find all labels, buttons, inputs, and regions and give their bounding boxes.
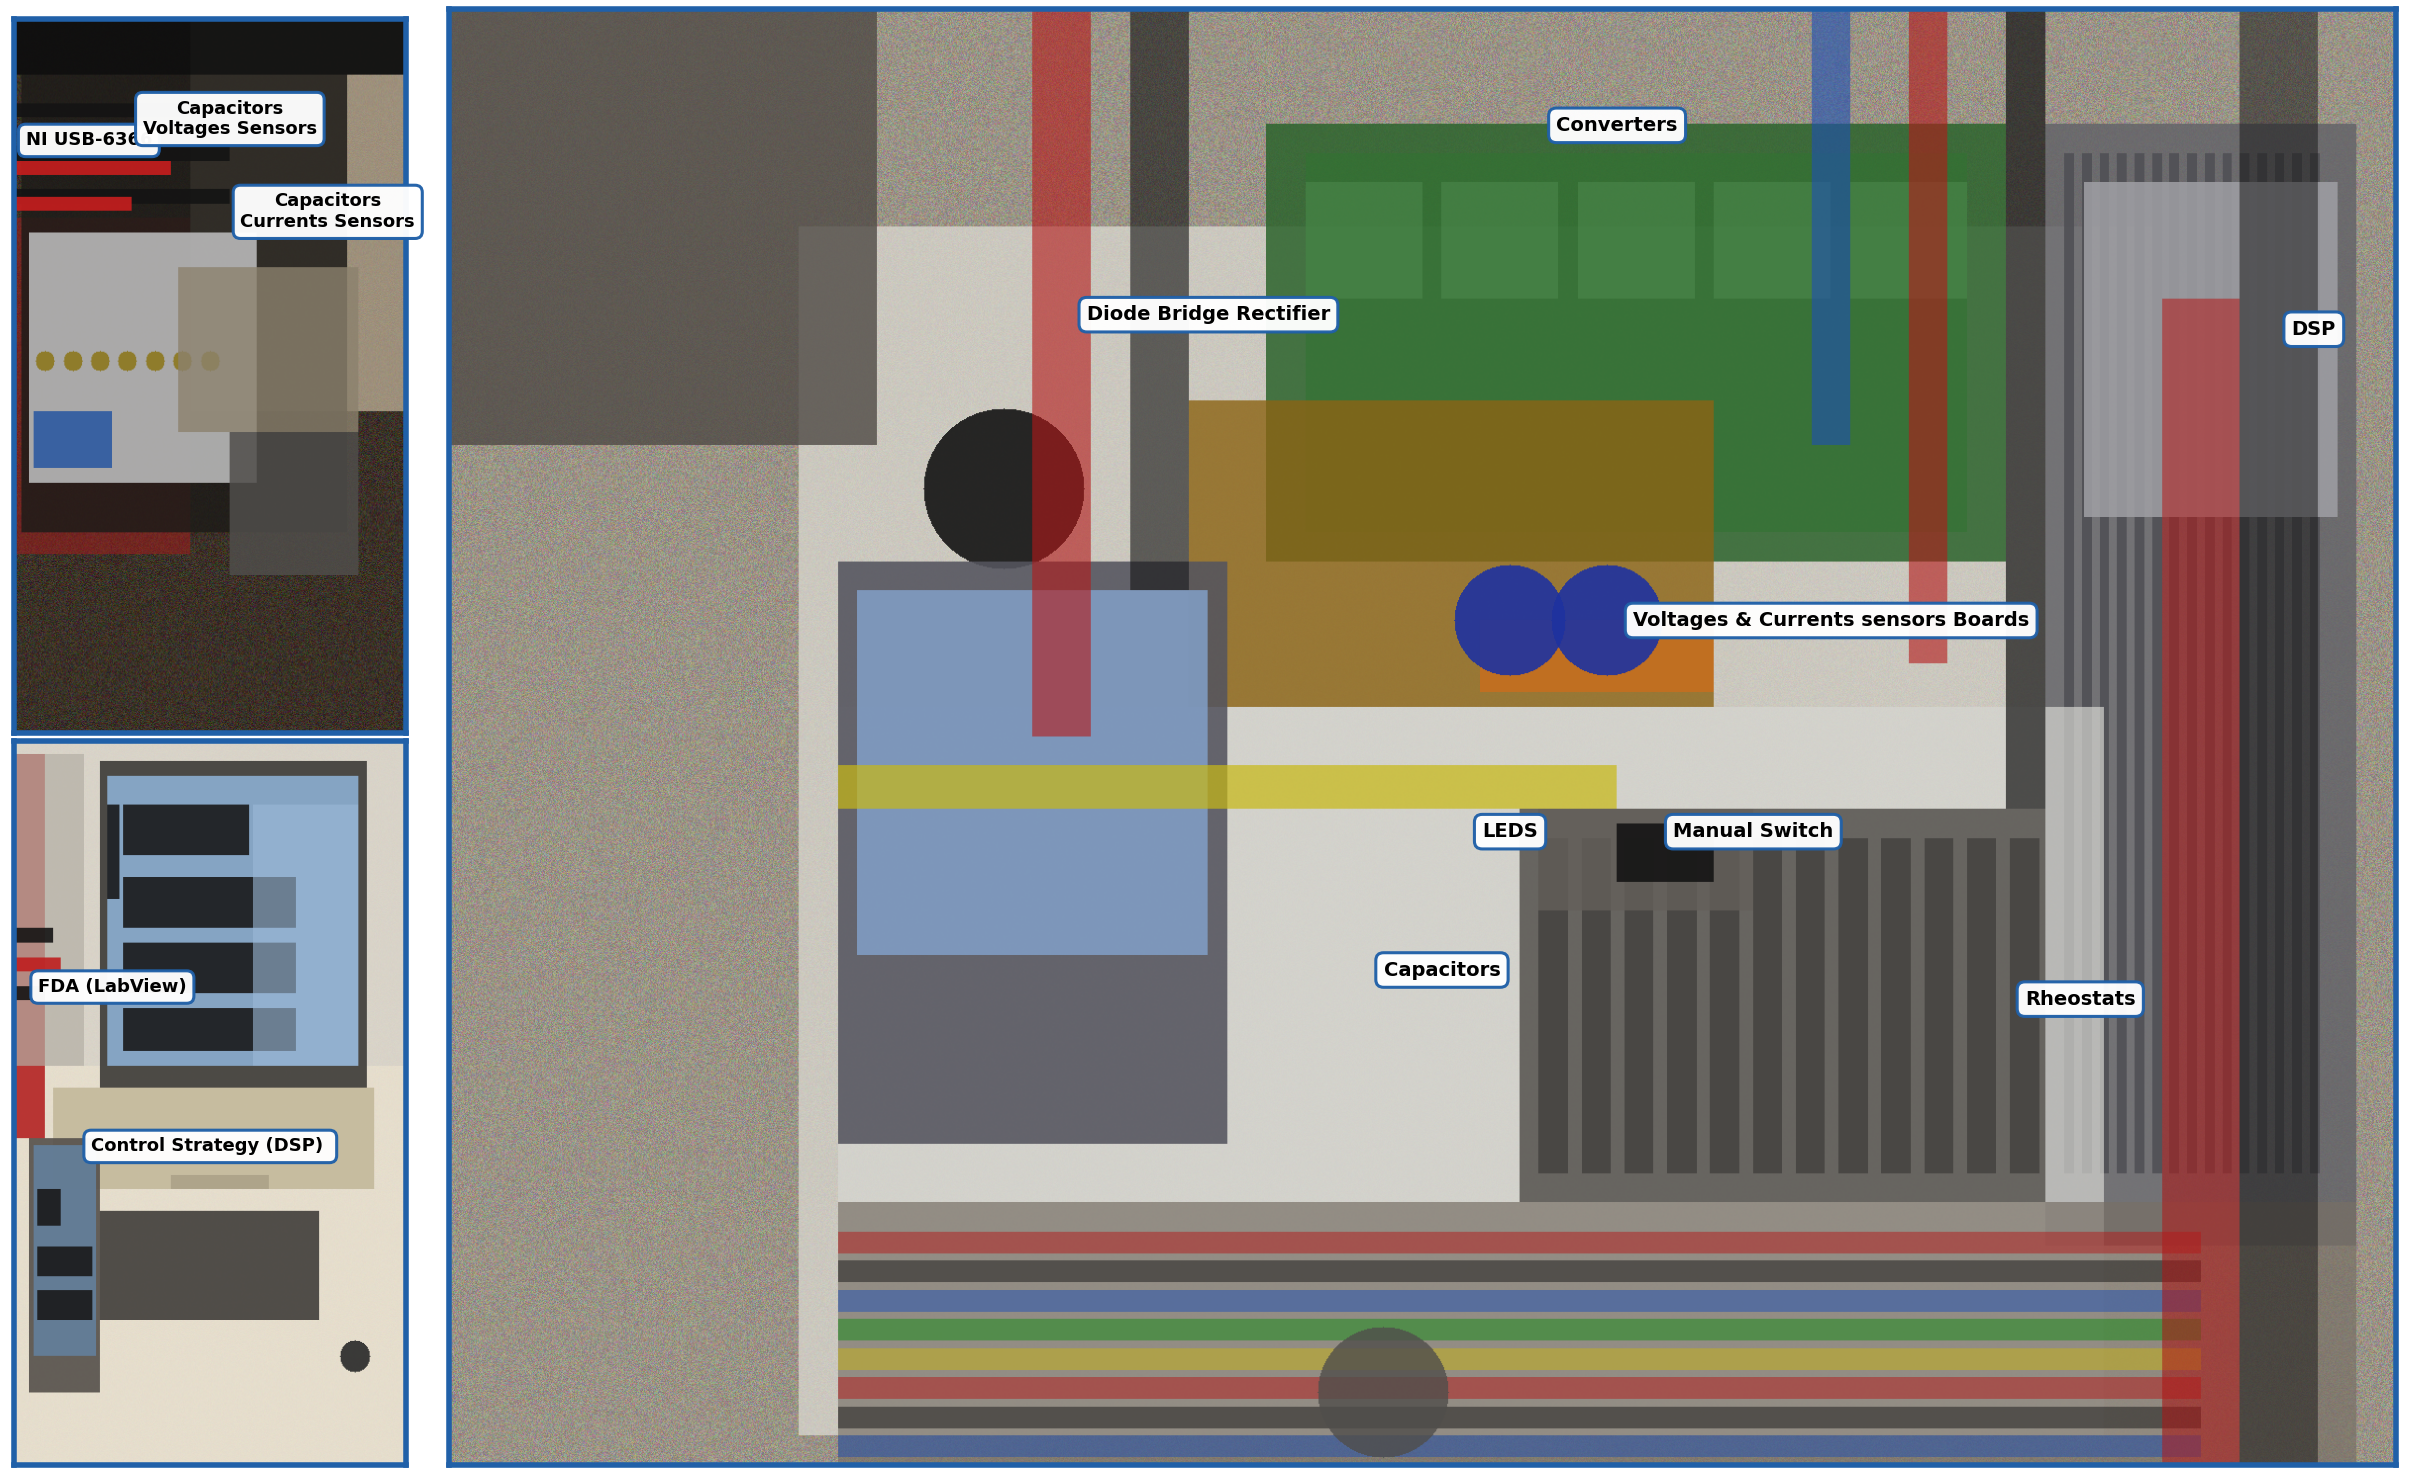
Text: NI USB-6366: NI USB-6366	[27, 131, 152, 149]
Text: DSP: DSP	[2292, 320, 2335, 339]
Text: Converters: Converters	[1557, 116, 1677, 134]
Text: Control Strategy (DSP): Control Strategy (DSP)	[92, 1138, 330, 1156]
Text: Voltages & Currents sensors Boards: Voltages & Currents sensors Boards	[1634, 612, 2029, 629]
Text: LEDS: LEDS	[1482, 822, 1538, 842]
Text: Manual Switch: Manual Switch	[1673, 822, 1834, 842]
Text: Capacitors
Currents Sensors: Capacitors Currents Sensors	[241, 193, 415, 231]
Text: Rheostats: Rheostats	[2024, 989, 2135, 1008]
Text: Capacitors: Capacitors	[1383, 961, 1501, 980]
Text: FDA (LabView): FDA (LabView)	[39, 979, 186, 996]
Text: Diode Bridge Rectifier: Diode Bridge Rectifier	[1087, 305, 1330, 324]
Text: Capacitors
Voltages Sensors: Capacitors Voltages Sensors	[142, 100, 318, 139]
